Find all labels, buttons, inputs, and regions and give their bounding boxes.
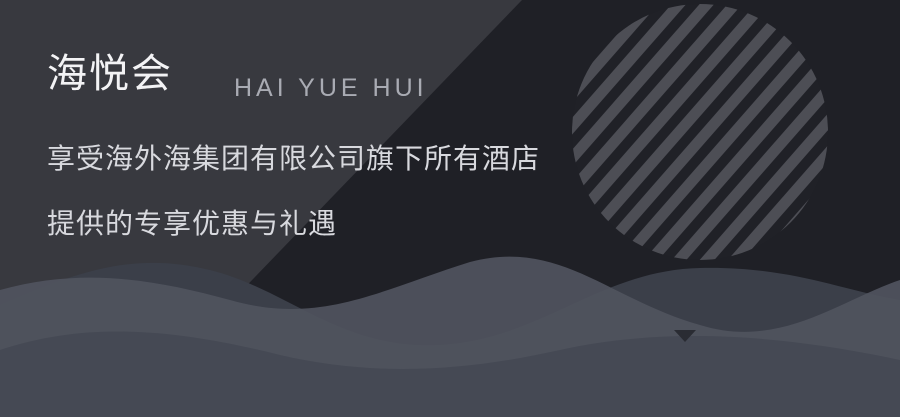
brand-title: 海悦会: [47, 51, 173, 97]
tagline-line-1: 享受海外海集团有限公司旗下所有酒店: [47, 142, 541, 175]
circle-stripe: [572, 4, 677, 260]
circle-stripe: [572, 4, 705, 260]
circle-stripe: [572, 4, 733, 260]
circle-stripe: [695, 4, 828, 260]
brand-title-english: HAI YUE HUI: [234, 74, 428, 102]
tagline-line-2: 提供的专享优惠与礼遇: [47, 207, 338, 240]
wave-front: [0, 331, 900, 417]
circle-stripe: [572, 4, 789, 260]
circle-stripe: [639, 4, 828, 260]
triangle-down-icon: [674, 330, 696, 342]
circle-stripe: [667, 4, 828, 260]
circle-stripe: [572, 4, 761, 260]
circle-stripe: [611, 4, 828, 260]
